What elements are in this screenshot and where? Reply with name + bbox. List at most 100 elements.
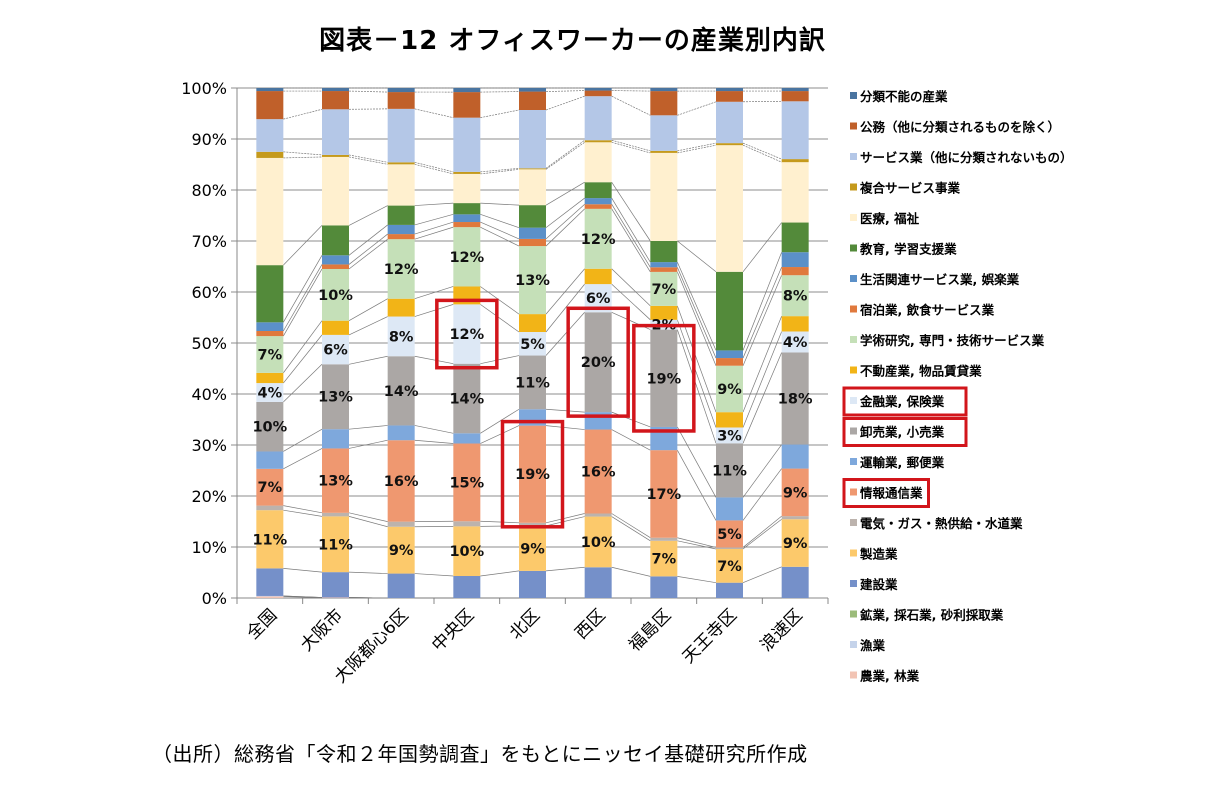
bar-segment xyxy=(781,252,809,268)
bar-segment xyxy=(716,443,743,498)
legend-label: 建設業 xyxy=(860,577,898,592)
series-connector-line xyxy=(677,540,717,550)
bar-segment xyxy=(453,443,481,522)
bar-segment xyxy=(387,356,415,426)
bar-segment xyxy=(584,88,612,91)
bar-segment xyxy=(322,264,349,269)
bar-segment xyxy=(584,140,612,143)
bar-segment xyxy=(781,444,809,469)
legend-item: 学術研究, 専門・技術サービス業 xyxy=(850,333,1045,348)
series-connector-line xyxy=(414,573,454,577)
series-connector-line xyxy=(545,283,585,333)
bar-segment xyxy=(256,322,284,332)
bar-segment xyxy=(584,182,612,199)
series-connector-line xyxy=(611,429,651,451)
series-connector-line xyxy=(677,426,717,498)
bar-segment xyxy=(256,468,284,506)
bar-segment xyxy=(256,151,284,158)
bar-segment xyxy=(256,451,284,469)
series-connector-line xyxy=(677,576,717,584)
data-label: 7% xyxy=(258,347,283,363)
source-note: （出所）総務省「令和２年国勢調査」をもとにニッセイ基礎研究所作成 xyxy=(152,742,808,766)
bar-segment xyxy=(781,352,809,445)
series-connector-line xyxy=(677,240,717,273)
data-label: 5% xyxy=(520,337,545,353)
bar-segment xyxy=(716,365,743,413)
data-label: 3% xyxy=(717,428,742,444)
bar-segment xyxy=(650,540,678,577)
legend-label: 製造業 xyxy=(859,547,898,562)
bar-segment xyxy=(781,162,809,223)
series-connector-line xyxy=(283,448,323,470)
series-connector-line xyxy=(348,516,388,528)
series-connector-line xyxy=(677,305,717,413)
series-connector-line xyxy=(677,329,717,444)
bar-segment xyxy=(322,512,349,517)
bar-segment xyxy=(519,570,546,598)
bar-segment xyxy=(781,331,809,353)
data-label: 19% xyxy=(646,371,681,387)
y-tick-label: 20% xyxy=(191,487,227,506)
highlight-box xyxy=(435,298,499,370)
bar-segment xyxy=(716,143,743,146)
series-connector-line xyxy=(545,208,585,247)
series-connector-line xyxy=(545,95,585,111)
bar-segment xyxy=(453,214,481,223)
legend-label: 運輸業, 郵便業 xyxy=(860,455,945,470)
legend-swatch xyxy=(850,458,857,465)
series-connector-line xyxy=(414,304,454,317)
highlight-box xyxy=(566,306,630,418)
bar-segment xyxy=(519,314,546,333)
bar-segment xyxy=(650,262,678,268)
bar-segment xyxy=(584,90,612,97)
data-label: 4% xyxy=(258,386,283,402)
legend-swatch xyxy=(850,397,857,404)
data-label: 9% xyxy=(783,536,808,552)
series-connector-line xyxy=(545,181,585,206)
data-label: 12% xyxy=(449,327,484,343)
bar-stack xyxy=(584,88,612,598)
legend-swatch xyxy=(850,366,857,374)
bar-segment xyxy=(256,595,284,597)
bar-segment xyxy=(453,521,481,527)
legend-item: 製造業 xyxy=(850,547,898,562)
bar-segment xyxy=(716,427,743,444)
y-tick-label: 30% xyxy=(191,436,227,455)
data-label: 12% xyxy=(581,232,616,248)
bar-segment xyxy=(519,109,546,169)
series-connector-line xyxy=(545,516,585,527)
series-connector-line xyxy=(348,355,388,365)
bar-segment xyxy=(256,372,284,384)
bar-segment xyxy=(716,582,743,598)
legend-item: 教育, 学習支援業 xyxy=(850,242,957,257)
legend-swatch xyxy=(850,183,857,191)
legend-item: 公務（他に分類されるものを除く） xyxy=(850,120,1060,135)
legend-label: 電気・ガス・熱供給・水道業 xyxy=(860,516,1023,531)
series-connector-line xyxy=(677,537,717,548)
series-connector-line xyxy=(742,252,782,351)
series-connector-line xyxy=(414,108,454,119)
series-connector-line xyxy=(348,512,388,522)
bar-segment xyxy=(650,271,678,306)
bar-segment xyxy=(650,450,678,538)
bar-stack xyxy=(256,88,284,598)
series-connector-line xyxy=(480,408,520,434)
bar-segment xyxy=(453,227,481,287)
bar-segment xyxy=(716,412,743,428)
bar-segment xyxy=(322,364,349,430)
legend-swatch xyxy=(850,641,857,648)
bar-segment xyxy=(322,429,349,449)
series-connector-line xyxy=(480,221,520,240)
series-connector-line xyxy=(348,316,388,336)
series-connector-line xyxy=(545,203,585,240)
bar-stack xyxy=(650,88,678,598)
x-tick-label: 天王寺区 xyxy=(679,605,741,667)
series-connector-line xyxy=(611,141,651,154)
bar-segment xyxy=(322,597,349,598)
legend-label: 教育, 学習支援業 xyxy=(859,242,957,257)
bar-segment xyxy=(584,312,612,413)
legend-label: 金融業, 保険業 xyxy=(859,394,945,409)
bar-segment xyxy=(650,426,678,451)
legend-highlight-box xyxy=(842,386,968,417)
bar-segment xyxy=(716,497,743,521)
